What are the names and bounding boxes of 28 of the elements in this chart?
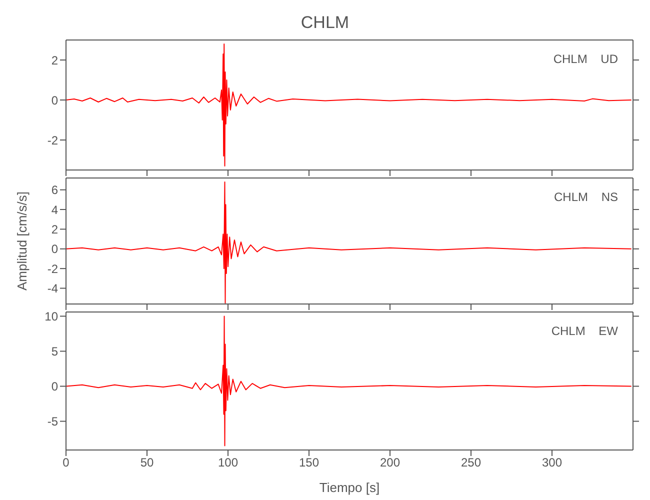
annotation: CHLM EW (551, 324, 618, 338)
x-tick-label: 0 (62, 456, 70, 470)
y-tick-label: 2 (51, 222, 58, 236)
x-tick-label: 200 (380, 456, 400, 470)
y-tick-label: -2 (47, 133, 58, 148)
y-tick-label: -2 (47, 262, 58, 276)
y-tick-label: 0 (51, 242, 58, 256)
y-tick-label: 6 (51, 183, 58, 198)
annotation: CHLM UD (553, 52, 618, 66)
x-tick-label: 100 (218, 456, 238, 470)
line-series (66, 44, 632, 166)
annotation: CHLM NS (554, 190, 618, 204)
y-tick-label: 0 (51, 380, 58, 394)
y-tick-label: -5 (47, 414, 58, 429)
y-tick-label: 0 (51, 93, 58, 108)
y-tick-label: 5 (51, 344, 58, 358)
y-tick-label: 2 (51, 53, 58, 68)
y-tick-label: 10 (44, 309, 58, 324)
line-series (66, 316, 632, 446)
x-tick-label: 300 (542, 456, 562, 470)
y-axis-title: Amplitud [cm/s/s] (14, 192, 30, 290)
y-tick-label: -4 (47, 282, 58, 296)
x-tick-label: 50 (140, 456, 154, 470)
x-tick-label: 150 (298, 456, 320, 470)
chart-title: CHLM (300, 12, 350, 34)
y-tick-label: 4 (51, 202, 58, 217)
x-axis-title: Tiempo [s] (319, 480, 380, 495)
x-tick-label: 250 (460, 456, 482, 470)
